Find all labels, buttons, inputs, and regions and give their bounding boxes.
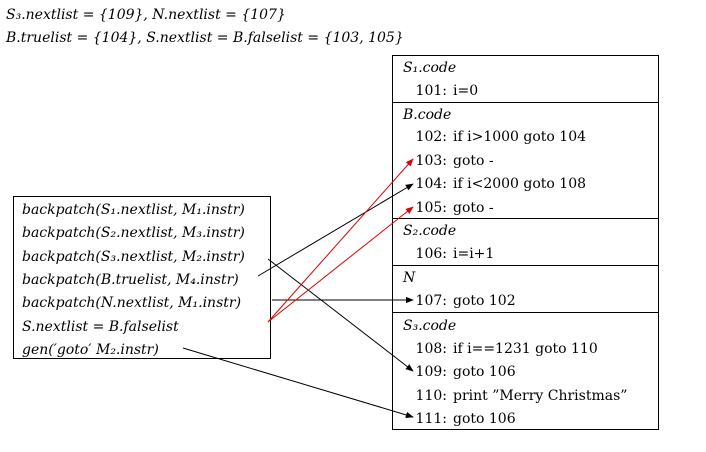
action-line: backpatch(B.truelist, M₄.instr) bbox=[22, 272, 239, 288]
line-text: goto 102 bbox=[453, 293, 516, 309]
line-number: 103: bbox=[415, 153, 447, 169]
code-line: 110: print ”Merry Christmas” bbox=[413, 388, 628, 404]
line-number: 105: bbox=[415, 200, 447, 216]
code-line: 109: goto 106 bbox=[413, 365, 516, 379]
action-line: backpatch(S₁.nextlist, M₁.instr) bbox=[22, 202, 245, 218]
action-line: backpatch(N.nextlist, M₁.instr) bbox=[22, 295, 242, 311]
action-line: S.nextlist = B.falselist bbox=[22, 319, 179, 335]
line-text: if i<2000 goto 108 bbox=[453, 176, 587, 192]
line-text: i=i+1 bbox=[453, 246, 495, 262]
section-title: S₃.code bbox=[403, 318, 457, 334]
line-number: 108: bbox=[415, 341, 447, 357]
line-text: goto 106 bbox=[453, 364, 516, 380]
action-line: gen(′goto′ M₂.instr) bbox=[22, 342, 159, 358]
line-text: if i>1000 goto 104 bbox=[453, 129, 587, 145]
line-text: print ”Merry Christmas” bbox=[453, 388, 628, 404]
code-line: 104: if i<2000 goto 108 bbox=[413, 177, 586, 191]
section-title: B.code bbox=[403, 107, 452, 123]
s1-code-box: S₁.code 101: i=0 bbox=[392, 55, 659, 103]
section-title: S₂.code bbox=[403, 223, 457, 239]
n-code-box: N 107: goto 102 bbox=[392, 265, 659, 313]
section-title: S₁.code bbox=[403, 60, 457, 76]
line-number: 102: bbox=[415, 129, 447, 145]
line-number: 104: bbox=[415, 176, 447, 192]
code-line: 101: i=0 bbox=[413, 83, 479, 99]
s2-code-box: S₂.code 106: i=i+1 bbox=[392, 218, 659, 266]
line-text: if i==1231 goto 110 bbox=[453, 341, 598, 357]
code-line: 107: goto 102 bbox=[413, 294, 516, 308]
line-number: 107: bbox=[415, 293, 447, 309]
line-text: goto - bbox=[453, 153, 494, 169]
s3-code-box: S₃.code 108: if i==1231 goto 110 109: goto… bbox=[392, 312, 659, 430]
code-line: 106: i=i+1 bbox=[413, 246, 495, 262]
header-truelist-equation: B.truelist = {104}, S.nextlist = B.false… bbox=[6, 30, 404, 46]
b-code-box: B.code 102: if i>1000 goto 104 103: goto -… bbox=[392, 102, 659, 219]
line-number: 109: bbox=[415, 364, 447, 380]
header-nextlist-equation: S₃.nextlist = {109}, N.nextlist = {107} bbox=[6, 7, 286, 23]
line-number: 110: bbox=[415, 388, 447, 404]
semantic-actions-box: backpatch(S₁.nextlist, M₁.instr) backpat… bbox=[13, 196, 271, 359]
line-number: 101: bbox=[415, 83, 447, 99]
code-line: 105: goto - bbox=[413, 201, 494, 215]
action-line: backpatch(S₃.nextlist, M₂.instr) bbox=[22, 249, 245, 265]
arrow-truelist-to-104 bbox=[257, 183, 414, 277]
line-number: 106: bbox=[415, 246, 447, 262]
code-line: 111: goto 106 bbox=[413, 412, 516, 426]
action-line: backpatch(S₂.nextlist, M₃.instr) bbox=[22, 225, 245, 241]
code-line: 102: if i>1000 goto 104 bbox=[413, 130, 586, 144]
line-text: goto - bbox=[453, 200, 494, 216]
line-number: 111: bbox=[415, 411, 447, 427]
line-text: i=0 bbox=[453, 83, 479, 99]
line-text: goto 106 bbox=[453, 411, 516, 427]
code-line: 108: if i==1231 goto 110 bbox=[413, 342, 598, 356]
code-line: 103: goto - bbox=[413, 154, 494, 168]
section-title: N bbox=[403, 270, 416, 286]
